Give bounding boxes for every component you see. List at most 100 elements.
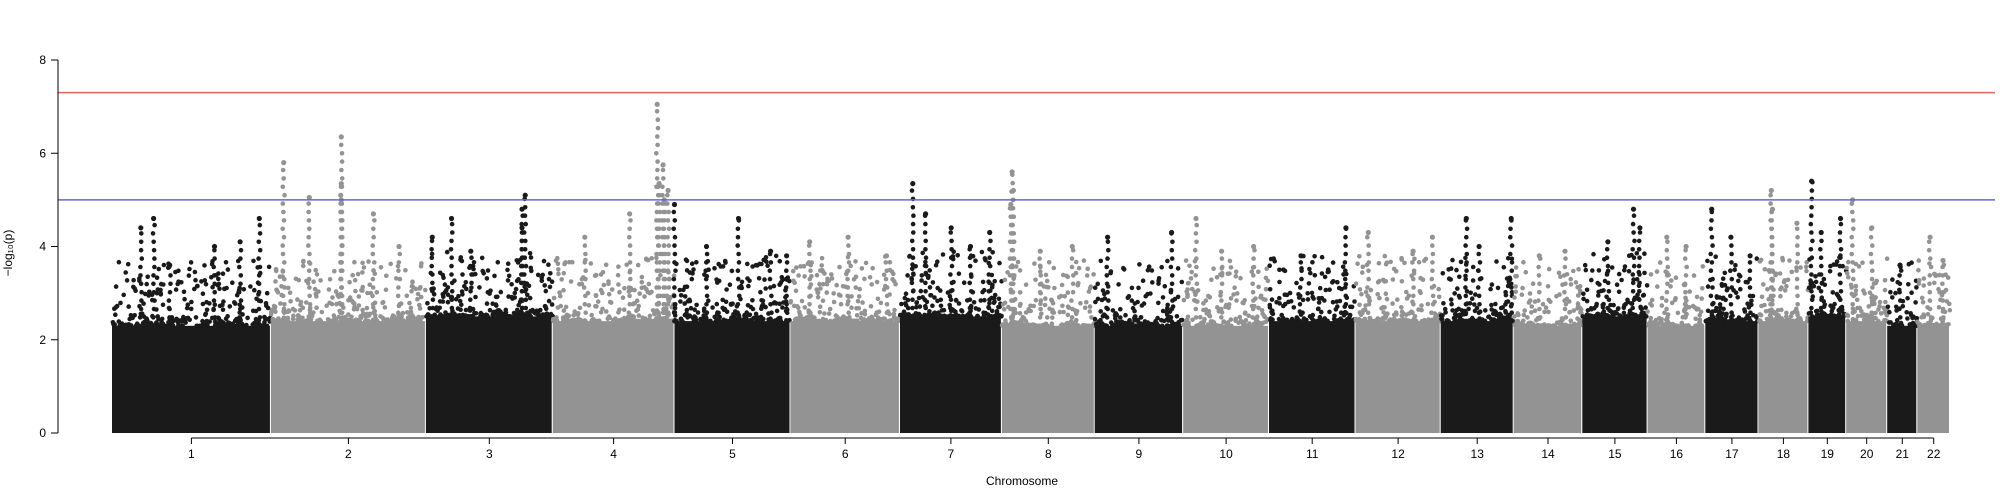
snp-point (1332, 317, 1338, 323)
snp-point (1145, 267, 1151, 273)
snp-point (1151, 321, 1156, 327)
snp-point (1105, 289, 1110, 295)
snp-point (1286, 299, 1291, 305)
snp-point (1417, 289, 1423, 294)
chromosome-7-points (897, 181, 1004, 433)
snp-point (338, 268, 344, 274)
snp-point (1179, 279, 1185, 285)
peak-snp-point (1410, 248, 1416, 254)
snp-point (1189, 286, 1195, 292)
snp-point (1604, 247, 1610, 252)
snp-point (1558, 320, 1564, 326)
snp-point (257, 222, 263, 228)
snp-point (750, 298, 755, 303)
snp-point (1509, 302, 1514, 307)
y-tick-label-8: 8 (39, 53, 46, 67)
snp-point (161, 282, 166, 287)
snp-point (150, 323, 156, 329)
snp-point (520, 213, 525, 218)
snp-point (449, 305, 455, 311)
snp-point (1838, 280, 1843, 286)
snp-point (1380, 316, 1385, 322)
snp-point (767, 276, 773, 282)
snp-point (370, 302, 376, 307)
snp-point (1410, 260, 1415, 265)
snp-point (1046, 285, 1051, 290)
snp-point (923, 305, 928, 311)
snp-point (516, 277, 521, 282)
snp-point (256, 298, 262, 303)
snp-point (888, 318, 893, 323)
snp-point (138, 247, 144, 253)
snp-point (1927, 273, 1933, 278)
snp-point (655, 167, 660, 173)
snp-point (1086, 289, 1092, 294)
snp-point (583, 251, 588, 257)
snp-point (1747, 268, 1753, 274)
snp-point (1563, 256, 1568, 261)
snp-point (1779, 285, 1784, 290)
snp-point (430, 272, 435, 277)
snp-point (1606, 297, 1612, 303)
snp-point (1099, 297, 1105, 303)
snp-point (853, 259, 858, 264)
snp-point (225, 267, 231, 272)
snp-point (666, 209, 671, 215)
snp-point (1562, 264, 1568, 270)
snp-point (1838, 255, 1843, 260)
peak-snp-point (656, 181, 662, 187)
snp-point (522, 289, 528, 294)
snp-point (185, 302, 191, 308)
snp-point (396, 268, 401, 274)
snp-point (538, 307, 543, 313)
chromosome-5-points (671, 201, 792, 433)
snp-point (1192, 247, 1198, 253)
snp-point (1630, 280, 1636, 286)
chromosome-19-dense-band (1808, 316, 1846, 433)
snp-point (1810, 238, 1815, 244)
snp-point (1771, 293, 1776, 299)
snp-point (1773, 272, 1778, 278)
snp-point (1007, 206, 1013, 211)
snp-point (1520, 285, 1525, 291)
snp-point (1869, 310, 1874, 316)
snp-point (395, 263, 401, 269)
snp-point (1056, 295, 1062, 300)
snp-point (758, 289, 763, 295)
snp-point (1138, 315, 1144, 320)
snp-point (665, 260, 671, 265)
snp-point (360, 288, 365, 293)
snp-point (883, 260, 889, 265)
snp-point (543, 288, 549, 294)
snp-point (167, 315, 172, 320)
snp-point (1326, 269, 1331, 274)
x-tick-label-10: 10 (1219, 447, 1233, 461)
snp-point (498, 289, 504, 295)
snp-point (909, 188, 915, 193)
snp-point (211, 264, 216, 270)
peak-snp-point (1794, 220, 1800, 226)
snp-point (1855, 313, 1861, 319)
snp-point (1501, 265, 1507, 270)
snp-point (1203, 298, 1209, 303)
snp-point (626, 318, 632, 324)
snp-point (938, 313, 944, 319)
snp-point (1379, 306, 1384, 311)
snp-point (1367, 298, 1372, 304)
snp-point (1537, 289, 1542, 295)
snp-point (1631, 297, 1637, 303)
snp-point (1571, 268, 1576, 274)
snp-point (662, 268, 667, 274)
snp-point (1563, 301, 1569, 307)
snp-point (1493, 301, 1498, 307)
snp-point (1008, 231, 1014, 236)
snp-point (824, 290, 830, 295)
snp-point (1747, 260, 1753, 265)
snp-point (1442, 306, 1448, 312)
snp-point (671, 293, 677, 299)
snp-point (1115, 322, 1121, 328)
snp-point (188, 260, 194, 265)
snp-point (1709, 318, 1714, 324)
snp-point (1536, 273, 1542, 278)
snp-point (1636, 247, 1642, 252)
